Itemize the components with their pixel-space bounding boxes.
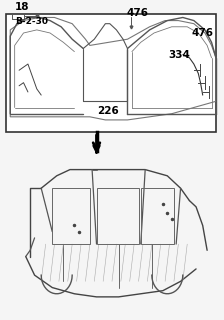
Text: 334: 334	[168, 50, 190, 60]
Bar	[141, 188, 174, 244]
Text: 476: 476	[126, 8, 148, 18]
FancyBboxPatch shape	[6, 14, 216, 132]
Text: B-2-30: B-2-30	[15, 17, 48, 26]
Text: 476: 476	[192, 28, 214, 38]
Text: 226: 226	[98, 106, 119, 116]
Bar	[52, 188, 90, 244]
Text: 18: 18	[15, 2, 29, 12]
Bar	[97, 188, 139, 244]
